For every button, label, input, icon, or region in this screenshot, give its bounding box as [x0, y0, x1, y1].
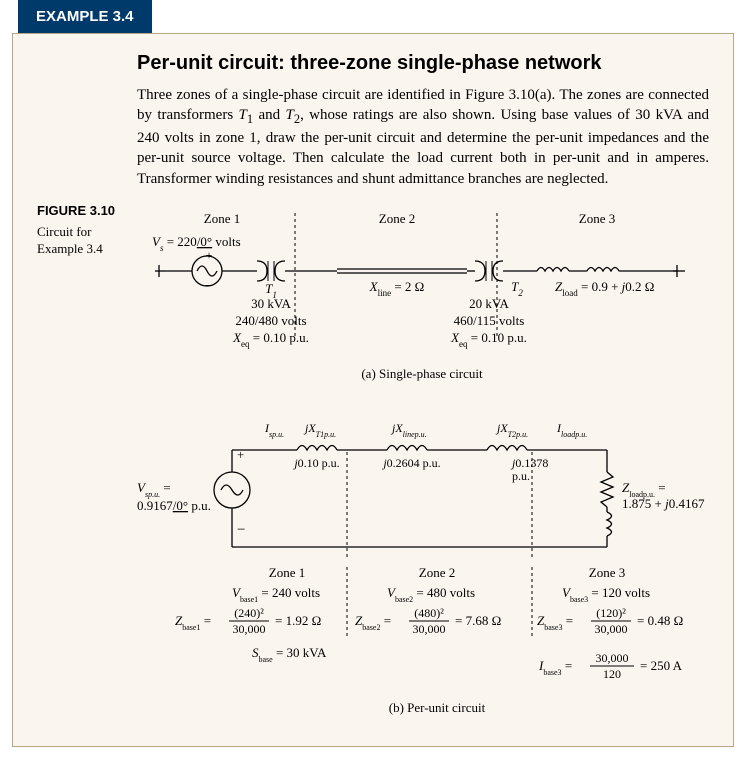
svg-text:= 1.92 Ω: = 1.92 Ω	[275, 613, 321, 628]
svg-text:jXlinep.u.: jXlinep.u.	[390, 421, 427, 439]
svg-text:+: +	[206, 248, 213, 262]
svg-text:30,000: 30,000	[595, 622, 628, 636]
figure-caption: Circuit for Example 3.4	[37, 224, 137, 258]
svg-text:= 7.68 Ω: = 7.68 Ω	[455, 613, 501, 628]
svg-text:p.u.: p.u.	[512, 469, 530, 483]
figure-label-block: FIGURE 3.10 Circuit for Example 3.4	[37, 203, 137, 736]
svg-text:Vbase1 = 240 volts: Vbase1 = 240 volts	[232, 585, 320, 604]
coil1-val: j0.10 p.u.	[292, 456, 339, 470]
svg-text:(240)²: (240)²	[234, 606, 264, 620]
content-box: Per-unit circuit: three-zone single-phas…	[12, 33, 734, 747]
ibase3: Ibase3 = 30,000 120 = 250 A	[538, 651, 683, 681]
svg-text:−: −	[205, 279, 213, 294]
zload-label: Zload = 0.9 + j0.2 Ω	[555, 279, 654, 298]
svg-text:jXT1p.u.: jXT1p.u.	[303, 421, 336, 439]
svg-text:(120)²: (120)²	[596, 606, 626, 620]
zbase2: Zbase2 = (480)² 30,000 = 7.68 Ω	[355, 606, 501, 636]
svg-text:30,000: 30,000	[596, 651, 629, 665]
t1-volts: 240/480 volts	[235, 313, 306, 328]
svg-text:Vbase3 = 120 volts: Vbase3 = 120 volts	[562, 585, 650, 604]
t1-xeq: Xeq = 0.10 p.u.	[232, 330, 309, 349]
svg-text:Iloadp.u.: Iloadp.u.	[556, 421, 587, 439]
zone2-label: Zone 2	[379, 211, 415, 226]
svg-text:jXT2p.u.: jXT2p.u.	[495, 421, 528, 439]
intro-paragraph: Three zones of a single-phase circuit ar…	[137, 85, 709, 189]
svg-text:+: +	[237, 447, 244, 462]
t1-kva: 30 kVA	[251, 296, 291, 311]
svg-text:= 0.48 Ω: = 0.48 Ω	[637, 613, 683, 628]
caption-b: (b) Per-unit circuit	[389, 700, 486, 715]
svg-text:Vbase2 = 480 volts: Vbase2 = 480 volts	[387, 585, 475, 604]
zbase1: Zbase1 = (240)² 30,000 = 1.92 Ω	[175, 606, 321, 636]
svg-text:Zbase3 =: Zbase3 =	[537, 613, 573, 632]
svg-text:120: 120	[603, 667, 621, 681]
t2-kva: 20 kVA	[469, 296, 509, 311]
svg-text:−: −	[237, 522, 245, 538]
figure-body: Zone 1 Zone 2 Zone 3 Vs = 220/0° volts +…	[137, 203, 709, 736]
t2-xeq: Xeq = 0.10 p.u.	[450, 330, 527, 349]
example-tab: EXAMPLE 3.4	[18, 0, 152, 33]
svg-text:30,000: 30,000	[233, 622, 266, 636]
zbase3: Zbase3 = (120)² 30,000 = 0.48 Ω	[537, 606, 683, 636]
svg-text:(480)²: (480)²	[414, 606, 444, 620]
zone1-label: Zone 1	[204, 211, 240, 226]
svg-text:= 250 A: = 250 A	[640, 658, 683, 673]
coil2-val: j0.2604 p.u.	[381, 456, 440, 470]
zload-val: 1.875 + j0.4167 p.u.	[622, 496, 707, 511]
vsource-lhs: Vsp.u. =	[137, 480, 171, 499]
sbase: Sbase = 30 kVA	[252, 645, 327, 664]
svg-text:Zbase1 =: Zbase1 =	[175, 613, 211, 632]
coil3-val: j0.1378	[510, 456, 548, 470]
xline-label: Xline = 2 Ω	[369, 279, 425, 298]
figure-number: FIGURE 3.10	[37, 203, 137, 218]
example-title: Per-unit circuit: three-zone single-phas…	[137, 52, 709, 75]
svg-text:T2: T2	[511, 279, 523, 298]
figure-row: FIGURE 3.10 Circuit for Example 3.4 Zone…	[37, 203, 709, 736]
caption-a: (a) Single-phase circuit	[361, 366, 483, 381]
svg-text:30,000: 30,000	[413, 622, 446, 636]
vs-label: Vs = 220/0° volts	[152, 234, 241, 253]
diagram-a-svg: Zone 1 Zone 2 Zone 3 Vs = 220/0° volts +…	[137, 203, 707, 408]
t2-symbol	[475, 261, 503, 281]
svg-text:Ibase3 =: Ibase3 =	[538, 658, 572, 677]
b-zone2: Zone 2	[419, 565, 455, 580]
svg-text:Isp.u.: Isp.u.	[264, 421, 284, 439]
b-zone1: Zone 1	[269, 565, 305, 580]
svg-text:Zbase2 =: Zbase2 =	[355, 613, 391, 632]
zone3-label: Zone 3	[579, 211, 615, 226]
vsource-val: 0.9167/0° p.u.	[137, 498, 211, 513]
t2-volts: 460/115 volts	[454, 313, 525, 328]
b-zone3: Zone 3	[589, 565, 625, 580]
diagram-b-svg: Isp.u. jXT1p.u. jXlinep.u. jXT2p.u. Iloa…	[137, 412, 707, 732]
